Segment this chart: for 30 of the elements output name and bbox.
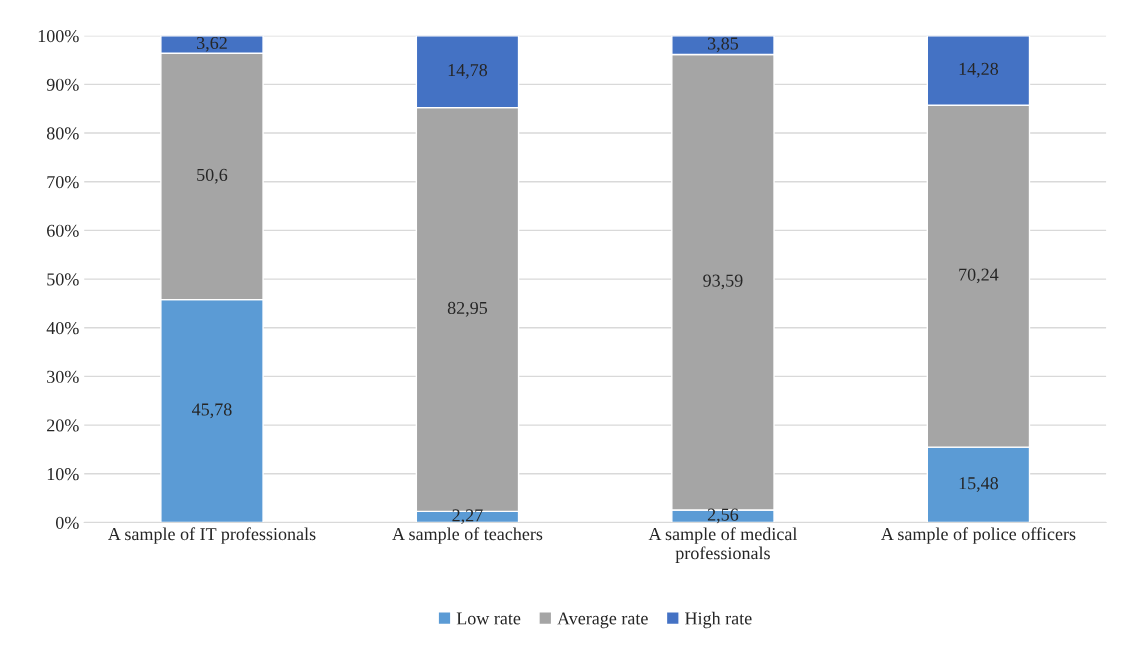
data-label: 14,78 <box>448 64 488 79</box>
data-label: 2,56 <box>707 508 739 524</box>
data-label: 82,95 <box>447 301 488 317</box>
x-tick-label: A sample of IT professionals <box>108 527 316 544</box>
data-label: 45,78 <box>192 403 232 419</box>
y-tick-label: 0% <box>55 516 79 529</box>
y-tick-label: 30% <box>47 370 79 383</box>
y-tick-label: 10% <box>47 468 79 481</box>
data-label: 93,59 <box>703 274 743 290</box>
data-label: 2,27 <box>452 509 483 525</box>
data-label: 15,48 <box>959 477 999 492</box>
legend-label: High rate <box>685 611 752 629</box>
y-tick-label: 80% <box>46 127 79 140</box>
legend-label: Low rate <box>456 612 521 625</box>
legend-label: Average rate <box>557 612 648 629</box>
y-tick-label: 50% <box>47 273 79 286</box>
x-tick-label: A sample of police officers <box>880 527 1076 544</box>
y-tick-label: 100% <box>38 29 79 43</box>
data-label: 3,62 <box>197 36 227 52</box>
data-label: 3,85 <box>708 37 739 53</box>
y-tick-label: 60% <box>47 224 79 237</box>
y-tick-label: 40% <box>46 322 79 335</box>
y-tick-label: 90% <box>46 78 79 91</box>
x-tick-label: A sample of teachers <box>392 527 543 544</box>
y-tick-label: 20% <box>47 419 79 432</box>
x-tick-label: A sample of medical professionals <box>648 527 798 563</box>
y-tick-label: 70% <box>47 175 79 189</box>
data-label: 50,6 <box>197 168 228 184</box>
data-label: 14,28 <box>959 62 999 78</box>
data-label: 70,24 <box>959 268 999 284</box>
